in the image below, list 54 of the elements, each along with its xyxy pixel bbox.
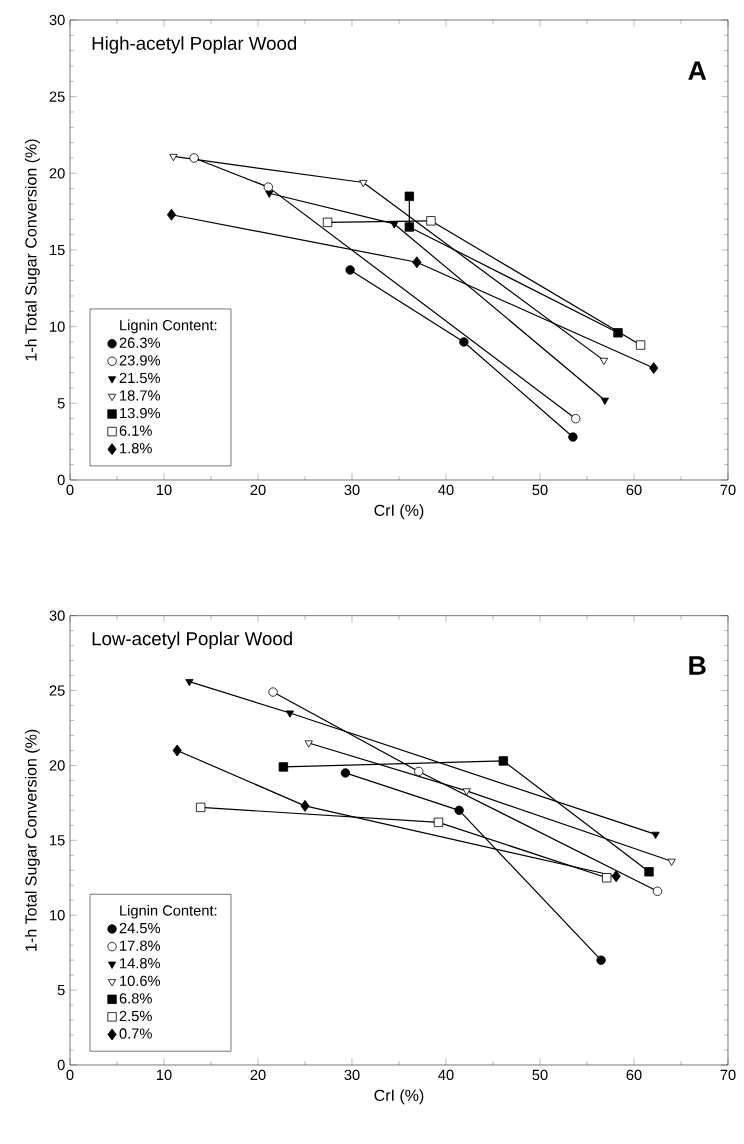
x-tick-label: 70 [720, 484, 736, 496]
x-tick-label: 10 [156, 1069, 172, 1081]
legend-label: 17.8% [120, 940, 161, 951]
y-tick-label: 30 [49, 610, 65, 621]
y-tick-label: 25 [49, 685, 65, 696]
legend-label: 13.9% [120, 407, 161, 419]
legend-label: 10.6% [120, 975, 161, 986]
x-tick-label: 60 [626, 484, 642, 496]
legend-label: 0.7% [119, 1028, 152, 1039]
text: Low-acetyl Poplar Wood [92, 631, 292, 649]
x-axis-title: CrI (%) [374, 504, 424, 520]
x-tick-label: 60 [626, 1069, 642, 1081]
legend-title: Lignin Content: [120, 319, 217, 334]
y-tick-label: 0 [57, 474, 65, 486]
x-tick-label: 30 [344, 1069, 360, 1081]
y-tick-label: 5 [57, 985, 65, 996]
annotation: B [689, 656, 706, 675]
legend-label: 6.1% [119, 425, 152, 436]
legend-title: Lignin Content: [120, 904, 217, 919]
x-tick-label: 50 [532, 1069, 548, 1081]
legend-label: 14.8% [120, 958, 161, 969]
x-tick-label: 40 [438, 484, 454, 496]
x-tick-label: 20 [250, 1069, 266, 1081]
y-tick-label: 5 [57, 398, 65, 409]
x-axis-title: CrI (%) [374, 1089, 424, 1105]
y-tick-label: 25 [49, 91, 65, 102]
x-tick-label: 20 [250, 484, 266, 496]
legend-label: 18.7% [120, 390, 161, 401]
y-axis-title: 1-h Total Sugar Conversion (%) [24, 139, 40, 361]
y-tick-label: 30 [49, 14, 65, 26]
legend-label: 23.9% [119, 355, 161, 366]
x-tick-label: 0 [66, 484, 74, 496]
y-tick-label: 10 [50, 910, 65, 921]
legend-label: 21.5% [119, 372, 161, 384]
legend-label: 24.5% [119, 922, 161, 934]
x-tick-label: 0 [66, 1069, 74, 1081]
x-tick-label: 40 [438, 1069, 454, 1081]
legend-label: 6.8% [119, 993, 152, 1004]
y-tick-label: 0 [57, 1059, 65, 1071]
x-tick-label: 10 [156, 484, 172, 496]
legend-label: 2.5% [119, 1010, 152, 1022]
x-tick-label: 30 [344, 484, 360, 496]
x-tick-label: 70 [720, 1069, 736, 1081]
y-tick-label: 20 [49, 168, 65, 179]
y-tick-label: 20 [49, 760, 65, 771]
y-tick-label: 10 [50, 321, 65, 332]
legend-label: 26.3% [119, 337, 161, 348]
x-tick-label: 50 [532, 484, 548, 496]
y-tick-label: 15 [50, 244, 65, 256]
y-tick-label: 15 [50, 835, 65, 846]
legend-label: 1.8% [120, 443, 152, 454]
text: High-acetyl Poplar Wood [92, 36, 297, 54]
y-axis-title: 1-h Total Sugar Conversion (%) [24, 729, 40, 951]
annotation: A [688, 61, 707, 80]
